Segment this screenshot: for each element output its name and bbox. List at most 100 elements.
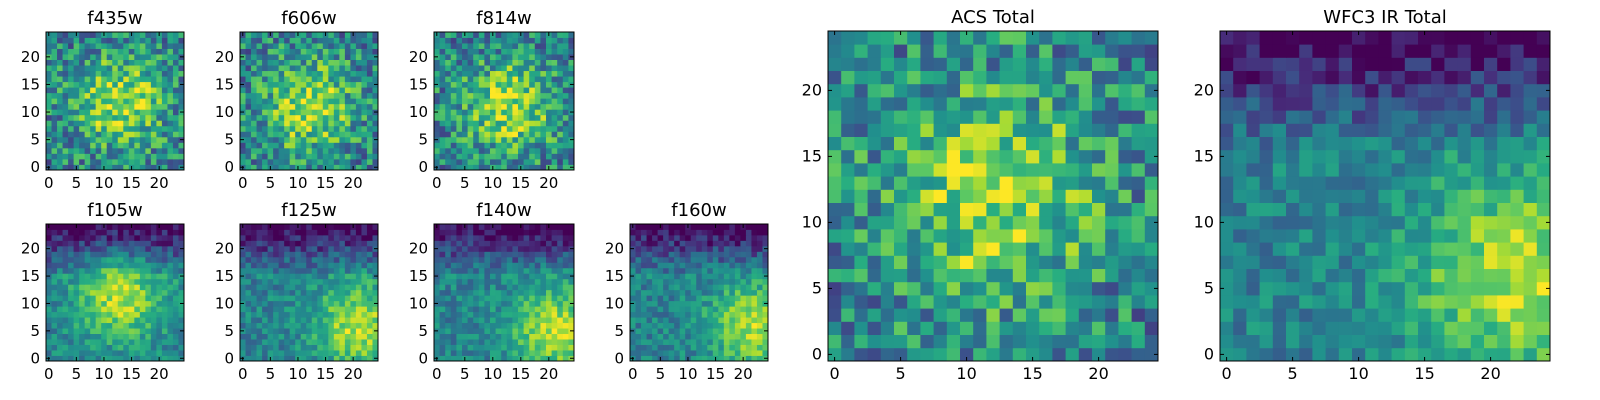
heatmap-cell: [696, 278, 703, 285]
heatmap-cell: [139, 59, 146, 66]
heatmap-cell: [933, 295, 948, 309]
heatmap-cell: [506, 37, 513, 44]
heatmap-cell: [306, 87, 313, 94]
heatmap-cell: [946, 176, 961, 190]
heatmap-cell: [344, 65, 351, 72]
heatmap-cell: [1052, 189, 1066, 203]
heatmap-cell: [350, 70, 357, 77]
heatmap-cell: [894, 347, 908, 362]
heatmap-cell: [854, 334, 868, 349]
heatmap-cell: [512, 136, 519, 143]
heatmap-cell: [712, 333, 719, 340]
heatmap-cell: [90, 278, 97, 285]
heatmap-cell: [740, 339, 747, 345]
heatmap-cell: [1039, 321, 1053, 335]
heatmap-cell: [240, 158, 246, 165]
heatmap-cell: [245, 256, 252, 263]
heatmap-cell: [450, 32, 457, 38]
heatmap-cell: [920, 242, 934, 256]
heatmap-cell: [512, 125, 519, 132]
heatmap-cell: [355, 289, 362, 296]
heatmap-cell: [62, 322, 69, 329]
heatmap-cell: [467, 109, 474, 116]
heatmap-cell: [328, 344, 335, 351]
heatmap-cell: [289, 295, 296, 302]
heatmap-cell: [84, 65, 91, 72]
heatmap-cell: [450, 267, 457, 274]
heatmap-cell: [278, 256, 285, 263]
heatmap-cell: [540, 262, 547, 269]
heatmap-cell: [551, 153, 558, 160]
heatmap-cell: [262, 328, 268, 334]
heatmap-cell: [178, 120, 185, 127]
heatmap-cell: [328, 65, 335, 72]
x-tick-label: 5: [72, 365, 82, 383]
heatmap-cell: [150, 311, 157, 318]
heatmap-cell: [267, 339, 274, 345]
heatmap-cell: [467, 251, 474, 258]
heatmap-cell: [300, 289, 307, 296]
heatmap-cell: [439, 87, 446, 94]
heatmap-cell: [251, 76, 257, 83]
heatmap-cell: [145, 350, 152, 356]
heatmap-cell: [529, 273, 536, 280]
heatmap-cell: [1052, 308, 1066, 322]
heatmap-cell: [690, 289, 697, 296]
heatmap-cell: [289, 317, 296, 324]
heatmap-cell: [150, 267, 157, 274]
heatmap-cell: [1039, 242, 1053, 256]
heatmap-cell: [350, 344, 357, 351]
heatmap-cell: [300, 234, 307, 241]
heatmap-cell: [123, 229, 130, 236]
heatmap-cell: [557, 54, 564, 60]
heatmap-cell: [718, 229, 725, 236]
heatmap-cell: [646, 256, 653, 263]
heatmap-cell: [311, 147, 318, 154]
heatmap-cell: [145, 136, 152, 143]
heatmap-cell: [106, 229, 113, 236]
heatmap-cell: [278, 317, 285, 324]
heatmap-cell: [635, 317, 642, 324]
heatmap-cell: [178, 289, 185, 296]
heatmap-cell: [156, 142, 163, 149]
heatmap-cell: [295, 87, 302, 94]
heatmap-cell: [355, 48, 362, 55]
heatmap-cell: [68, 273, 74, 280]
heatmap-cell: [718, 289, 725, 296]
heatmap-cell: [1105, 229, 1119, 243]
heatmap-cell: [894, 202, 908, 217]
heatmap-cell: [295, 54, 302, 60]
heatmap-cell: [251, 120, 257, 127]
heatmap-cell: [534, 48, 541, 55]
heatmap-cell: [57, 344, 63, 351]
heatmap-cell: [178, 306, 185, 313]
heatmap-cell: [84, 158, 91, 165]
heatmap-cell: [540, 43, 547, 49]
heatmap-cell: [317, 344, 324, 351]
heatmap-cell: [867, 268, 882, 283]
heatmap-cell: [123, 251, 130, 258]
heatmap-cell: [62, 59, 69, 66]
heatmap-cell: [668, 300, 675, 307]
heatmap-cell: [652, 339, 658, 345]
heatmap-cell: [701, 333, 708, 340]
heatmap-cell: [506, 251, 513, 258]
heatmap-cell: [718, 328, 725, 334]
heatmap-cell: [317, 65, 324, 72]
heatmap-cell: [311, 131, 318, 138]
heatmap-cell: [501, 76, 508, 83]
heatmap-cell: [663, 278, 670, 285]
heatmap-cell: [156, 43, 163, 49]
heatmap-cell: [95, 142, 102, 149]
heatmap-cell: [540, 355, 547, 362]
heatmap-cell: [267, 350, 274, 356]
heatmap-cell: [674, 328, 681, 334]
heatmap-cell: [540, 224, 547, 230]
heatmap-cell: [273, 147, 280, 154]
heatmap-cell: [495, 344, 502, 351]
heatmap-cell: [933, 242, 948, 256]
heatmap-cell: [73, 103, 80, 110]
heatmap-cell: [289, 224, 296, 230]
heatmap-cell: [562, 350, 569, 356]
